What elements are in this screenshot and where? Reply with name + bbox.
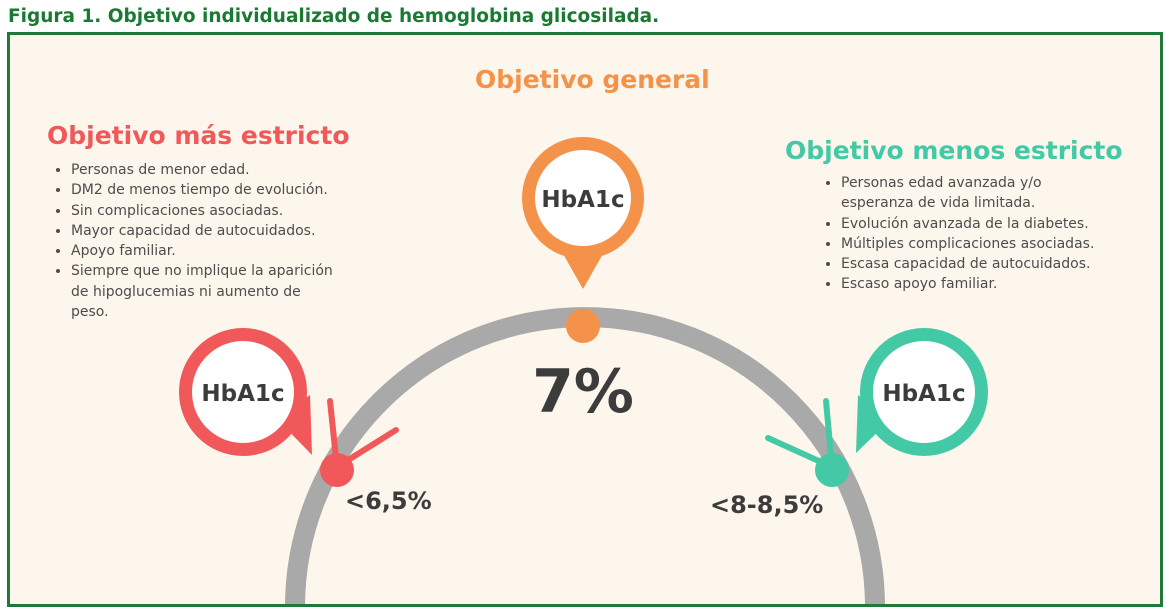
list-item: Personas de menor edad. [71,160,371,180]
list-item: Evolución avanzada de la diabetes. [841,214,1141,234]
list-item: Sin complicaciones asociadas. [71,201,371,221]
strict-dot [320,453,354,487]
less-strict-dot [815,453,849,487]
general-value: 7% [532,357,634,427]
less-strict-value: <8-8,5% [710,491,823,519]
less-strict-title: Objetivo menos estricto [785,136,1123,165]
list-item: Escaso apoyo familiar. [841,274,1141,294]
general-marker-label: HbA1c [541,187,624,213]
general-title: Objetivo general [475,65,710,94]
general-marker: HbA1c [522,137,644,289]
diagram-frame: HbA1c HbA1c HbA1c 7% <6,5% <8-8,5% Objet… [7,32,1163,607]
less-strict-criteria-list: Personas edad avanzada y/o esperanza de … [821,173,1141,295]
list-item: Apoyo familiar. [71,241,371,261]
strict-marker: HbA1c [179,328,312,456]
strict-value: <6,5% [345,487,432,515]
list-item: Siempre que no implique la aparición de … [71,261,341,322]
strict-marker-label: HbA1c [201,381,284,407]
list-item: DM2 de menos tiempo de evolución. [71,180,371,200]
strict-criteria-list: Personas de menor edad. DM2 de menos tie… [51,160,371,322]
list-item: Escasa capacidad de autocuidados. [841,254,1141,274]
gauge-diagram: HbA1c HbA1c HbA1c 7% <6,5% <8-8,5% [179,137,988,604]
less-strict-marker-label: HbA1c [882,381,965,407]
less-strict-marker: HbA1c [856,328,988,456]
strict-title: Objetivo más estricto [47,121,350,150]
figure-caption: Figura 1. Objetivo individualizado de he… [8,6,660,27]
general-dot [566,309,600,343]
list-item: Personas edad avanzada y/o esperanza de … [841,173,1056,214]
list-item: Múltiples complicaciones asociadas. [841,234,1141,254]
list-item: Mayor capacidad de autocuidados. [71,221,371,241]
